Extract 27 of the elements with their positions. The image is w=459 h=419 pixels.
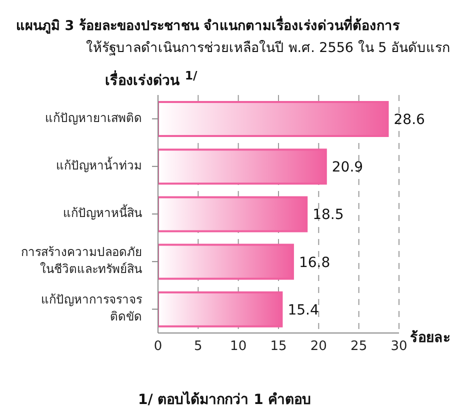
x-tick-label: 5: [194, 339, 202, 354]
data-label: 20.9: [332, 160, 364, 176]
data-label: 18.5: [312, 207, 344, 224]
data-label: 16.8: [298, 254, 330, 271]
x-tick-label: 10: [230, 339, 247, 354]
y-tick-label: แก้ปัญหายาเสพติด: [45, 111, 142, 126]
x-axis-title: ร้อยละ: [410, 329, 451, 348]
bar: [158, 196, 308, 232]
y-axis-title: เรื่องเร่งด่วน $^{1/}$: [105, 68, 198, 89]
data-label: 15.4: [288, 302, 319, 318]
y-tick-label: แก้ปัญหาน้ำท่วม: [56, 156, 142, 173]
x-tick-label: 15: [270, 339, 287, 354]
x-tick-label: 0: [154, 339, 162, 354]
chart-title: แผนภูมิ 3 ร้อยละของประชาชน จำแนกตามเรื่องเร่งด่วนที่ต้องการ: [16, 14, 400, 36]
text: 1/ ตอบได้มากกว่า 1 คำตอบ: [138, 390, 312, 410]
bar: [158, 101, 389, 137]
x-tick-label: 20: [310, 339, 327, 354]
y-tick-label: แก้ปัญหาหนี้สิน: [63, 204, 142, 220]
y-tick-label: การสร้างความปลอดภัย ในชีวิตและทรัพย์สิน: [21, 245, 142, 276]
x-tick-label: 25: [350, 339, 368, 354]
bar: [158, 148, 327, 185]
data-label: 28.6: [394, 112, 426, 128]
y-tick-label: แก้ปัญหาการจราจร ติดขัด: [41, 292, 143, 324]
bar: [158, 244, 294, 280]
bar: [158, 291, 283, 328]
chart-subtitle: ให้รัฐบาลดำเนินการช่วยเหลือในปี พ.ศ. 2556 ใน 5 อันดับแรก: [86, 39, 450, 58]
x-tick-label: 30: [390, 339, 408, 354]
